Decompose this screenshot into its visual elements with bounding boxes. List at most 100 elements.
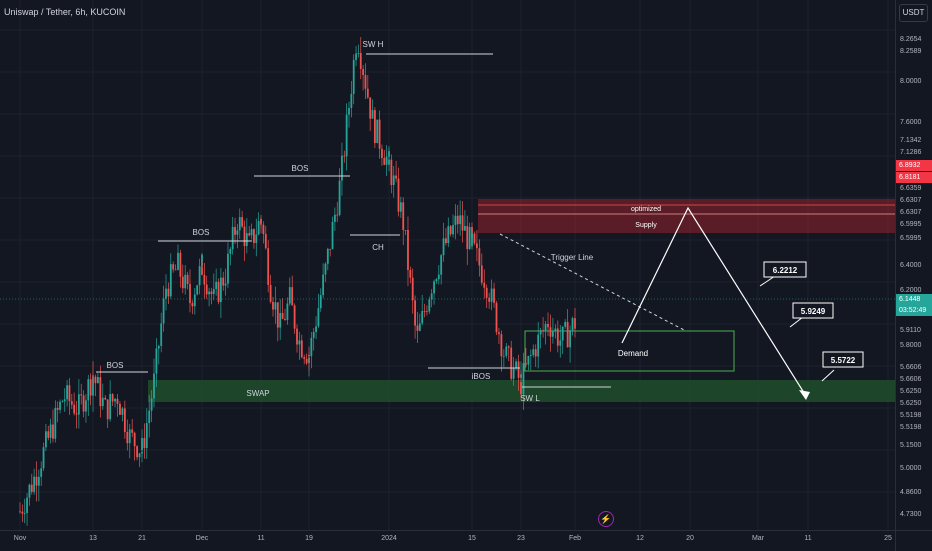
candle-body xyxy=(138,453,141,458)
candle-body xyxy=(411,277,414,301)
candle-body xyxy=(167,288,170,297)
candle-body xyxy=(236,230,239,235)
candle-body xyxy=(224,283,227,286)
time-axis[interactable] xyxy=(0,530,895,551)
candle-body xyxy=(547,323,549,328)
candle-body xyxy=(359,52,362,69)
candle-body xyxy=(571,318,574,331)
candle-body xyxy=(517,361,520,378)
candle-body xyxy=(397,178,400,212)
candle-body xyxy=(490,288,493,302)
time-label: 21 xyxy=(138,535,146,542)
target-2-label: 5.9249 xyxy=(801,307,826,316)
candle-body xyxy=(437,274,440,280)
demand-zone xyxy=(524,330,735,372)
candle-body xyxy=(181,276,184,289)
candle-body xyxy=(177,252,179,270)
candle-body xyxy=(274,302,277,310)
candle-body xyxy=(267,248,270,285)
candle-body xyxy=(416,325,419,331)
candle-body xyxy=(191,303,194,307)
chart-area[interactable]: SWAP optimized Supply Demand SW H BOS BO… xyxy=(0,0,895,530)
candle-body xyxy=(385,156,388,165)
candle-body xyxy=(262,224,265,234)
candle-body xyxy=(442,238,445,256)
candle-body xyxy=(92,375,94,377)
lightning-bolt-icon[interactable]: ⚡ xyxy=(598,511,614,527)
candle-body xyxy=(445,238,447,244)
candle-body xyxy=(260,219,262,225)
candle-body xyxy=(255,234,258,243)
price-label: 5.8000 xyxy=(900,342,922,349)
current-price-tag: 6.1448 xyxy=(896,294,932,305)
candle-body xyxy=(409,270,412,278)
candle-body xyxy=(383,157,386,165)
candle-body xyxy=(80,394,83,396)
candle-body xyxy=(189,283,191,304)
candle-body xyxy=(300,340,303,358)
candle-body xyxy=(66,385,68,400)
candle-body xyxy=(312,332,315,338)
target-callout-2: 5.9249 xyxy=(789,302,834,328)
candle-body xyxy=(99,377,102,407)
price-label: 5.9110 xyxy=(900,327,921,334)
candle-body xyxy=(45,431,47,448)
candle-body xyxy=(160,323,163,346)
price-label: 6.6307 xyxy=(900,209,922,216)
currency-button[interactable]: USDT xyxy=(899,4,928,22)
candle-body xyxy=(395,175,398,179)
candle-body xyxy=(407,230,409,271)
candle-body xyxy=(435,279,438,282)
candle-body xyxy=(454,215,457,226)
candle-body xyxy=(145,423,148,448)
candle-body xyxy=(544,323,547,331)
candle-body xyxy=(463,226,466,231)
candlestick-series xyxy=(19,37,576,526)
candle-body xyxy=(150,398,153,411)
candle-body xyxy=(421,311,424,324)
candle-body xyxy=(186,274,189,284)
candle-body xyxy=(296,328,298,345)
candle-body xyxy=(452,225,454,235)
price-label: 5.0000 xyxy=(900,465,922,472)
candle-body xyxy=(529,355,532,357)
candle-body xyxy=(343,155,346,157)
symbol-title[interactable]: Uniswap / Tether, 6h, KUCOIN xyxy=(4,7,126,17)
candle-body xyxy=(75,413,78,415)
time-label: 15 xyxy=(468,535,476,542)
candle-body xyxy=(165,288,167,299)
candle-body xyxy=(390,159,393,185)
candle-body xyxy=(77,394,80,415)
candle-body xyxy=(219,277,222,303)
candle-body xyxy=(505,346,508,356)
candle-body xyxy=(520,382,522,395)
candle-body xyxy=(574,318,576,329)
projection-arrowhead xyxy=(799,390,810,400)
candle-body xyxy=(480,265,483,283)
candle-body xyxy=(141,438,143,451)
candle-body xyxy=(133,432,136,447)
price-label: 5.6606 xyxy=(900,376,922,383)
price-chart[interactable]: SWAP optimized Supply Demand SW H BOS BO… xyxy=(0,0,895,530)
candle-body xyxy=(123,408,126,432)
supply-zone xyxy=(478,199,895,233)
price-axis[interactable] xyxy=(895,0,932,530)
candle-body xyxy=(456,215,459,225)
candle-body xyxy=(264,233,267,249)
candle-body xyxy=(68,385,71,402)
candle-body xyxy=(527,356,530,365)
candle-body xyxy=(388,159,390,165)
candle-body xyxy=(308,355,310,357)
candle-body xyxy=(148,410,151,424)
trigger-line-label: Trigger Line xyxy=(551,253,594,262)
time-label: 2024 xyxy=(381,535,397,542)
candle-body xyxy=(116,398,119,404)
time-label: 13 xyxy=(89,535,97,542)
candle-body xyxy=(471,233,473,247)
candle-body xyxy=(63,399,66,402)
candle-body xyxy=(357,52,360,54)
candle-body xyxy=(94,376,97,384)
candle-body xyxy=(196,285,199,295)
candle-body xyxy=(433,281,435,294)
candle-body xyxy=(231,226,234,250)
